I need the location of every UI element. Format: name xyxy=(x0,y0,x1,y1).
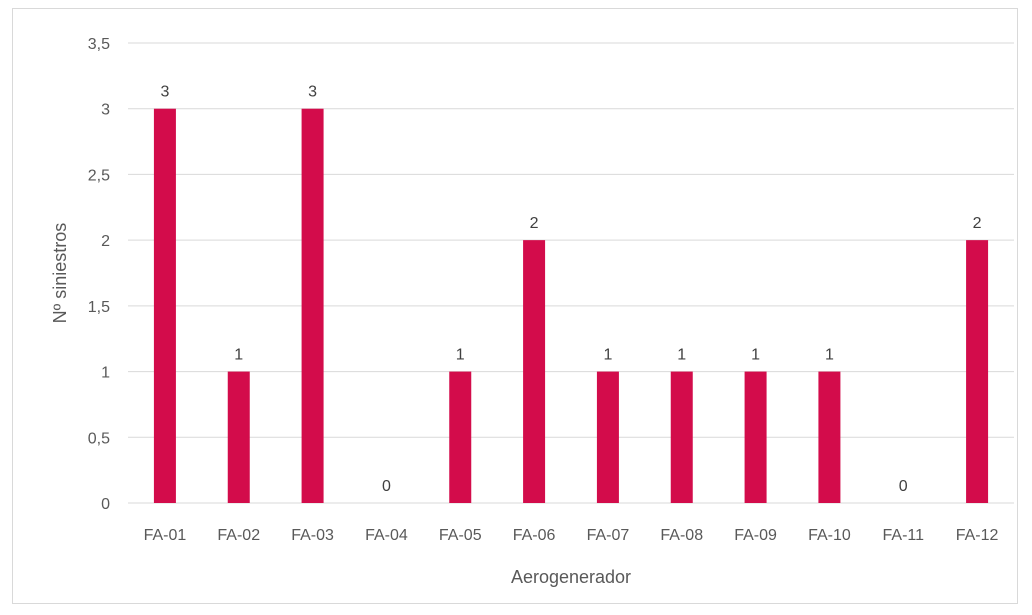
x-axis-ticks: FA-01 FA-02 FA-03 FA-04 FA-05 FA-06 FA-07 FA-08… xyxy=(144,527,999,544)
data-label: 1 xyxy=(456,347,465,364)
y-tick-label: 1,5 xyxy=(88,299,110,316)
y-tick-label: 2,5 xyxy=(88,167,110,184)
gridlines xyxy=(128,42,1014,504)
y-tick-label: 0,5 xyxy=(88,430,110,447)
bars xyxy=(153,108,989,503)
data-labels: 3 1 3 0 1 2 1 1 1 1 0 2 xyxy=(160,84,981,495)
x-tick-label: FA-12 xyxy=(956,527,999,544)
x-tick-label: FA-10 xyxy=(808,527,851,544)
bar-fa-10 xyxy=(818,371,841,503)
y-axis-ticks: 0 0,5 1 1,5 2 2,5 3 3,5 xyxy=(88,36,110,513)
data-label: 1 xyxy=(603,347,612,364)
data-label: 3 xyxy=(308,84,317,101)
data-label: 3 xyxy=(160,84,169,101)
x-tick-label: FA-06 xyxy=(513,527,556,544)
bar-fa-07 xyxy=(596,371,619,503)
y-tick-label: 3 xyxy=(101,102,110,119)
bar-fa-09 xyxy=(744,371,767,503)
x-tick-label: FA-09 xyxy=(734,527,777,544)
bar-fa-12 xyxy=(966,240,989,503)
y-tick-label: 3,5 xyxy=(88,36,110,53)
y-tick-label: 2 xyxy=(101,233,110,250)
bar-fa-02 xyxy=(227,371,250,503)
x-tick-label: FA-07 xyxy=(587,527,630,544)
x-tick-label: FA-03 xyxy=(291,527,334,544)
bar-fa-08 xyxy=(670,371,693,503)
y-tick-label: 1 xyxy=(101,365,110,382)
x-axis-title: Aerogenerador xyxy=(511,567,631,587)
x-tick-label: FA-04 xyxy=(365,527,408,544)
y-axis-title: Nº siniestros xyxy=(50,223,70,324)
data-label: 0 xyxy=(382,478,391,495)
x-tick-label: FA-02 xyxy=(217,527,260,544)
x-tick-label: FA-01 xyxy=(144,527,187,544)
data-label: 0 xyxy=(899,478,908,495)
data-label: 1 xyxy=(825,347,834,364)
data-label: 2 xyxy=(530,215,539,232)
data-label: 1 xyxy=(234,347,243,364)
x-tick-label: FA-05 xyxy=(439,527,482,544)
bar-fa-06 xyxy=(523,240,546,503)
data-label: 1 xyxy=(677,347,686,364)
bar-fa-05 xyxy=(449,371,472,503)
y-tick-label: 0 xyxy=(101,496,110,513)
bar-fa-03 xyxy=(301,108,324,503)
x-tick-label: FA-08 xyxy=(660,527,703,544)
data-label: 1 xyxy=(751,347,760,364)
x-tick-label: FA-11 xyxy=(883,527,925,544)
data-label: 2 xyxy=(973,215,982,232)
bar-fa-01 xyxy=(153,108,176,503)
